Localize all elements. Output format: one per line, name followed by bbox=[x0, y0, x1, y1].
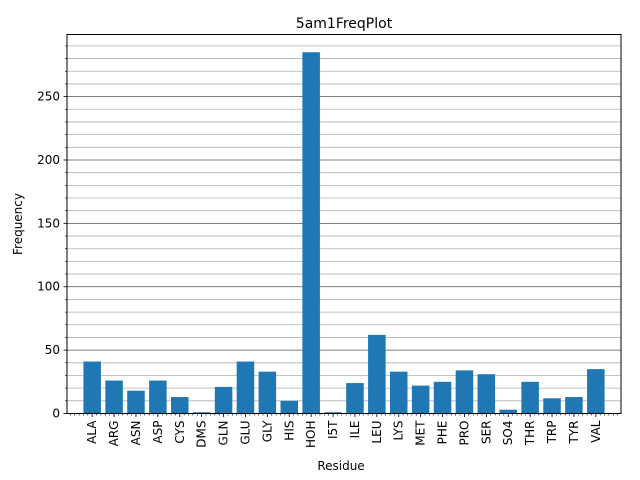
bar-so4 bbox=[499, 409, 517, 414]
grid-lines bbox=[67, 45, 621, 402]
x-tick-label-ile: ILE bbox=[348, 421, 362, 439]
bar-i5t bbox=[324, 412, 342, 414]
x-tick-label-pro: PRO bbox=[457, 421, 471, 446]
bar-met bbox=[411, 385, 430, 414]
bar-asp bbox=[149, 380, 167, 414]
x-tick-label-his: HIS bbox=[282, 421, 296, 441]
bar-gln bbox=[214, 386, 233, 414]
y-tick-label: 50 bbox=[45, 343, 60, 357]
x-tick-label-trp: TRP bbox=[545, 421, 559, 445]
bar-dms bbox=[192, 412, 211, 414]
x-tick-label-val: VAL bbox=[589, 420, 603, 443]
bar-glu bbox=[236, 361, 255, 414]
x-tick-label-ser: SER bbox=[479, 421, 493, 445]
bar-tyr bbox=[565, 397, 583, 414]
bar-leu bbox=[368, 334, 386, 414]
x-tick-label-gly: GLY bbox=[260, 420, 274, 442]
x-tick-label-cys: CYS bbox=[173, 421, 187, 444]
x-tick-label-leu: LEU bbox=[370, 421, 384, 444]
bar-gly bbox=[258, 371, 277, 414]
x-tick-label-arg: ARG bbox=[107, 421, 121, 447]
bar-val bbox=[587, 369, 605, 414]
y-axis-label: Frequency bbox=[11, 193, 25, 255]
y-tick-label: 250 bbox=[37, 90, 60, 104]
bar-his bbox=[280, 400, 299, 414]
y-axis-ticks: 0 50 100 150 200 250 bbox=[37, 45, 67, 421]
bars bbox=[83, 52, 605, 414]
bar-ser bbox=[477, 374, 496, 414]
bar-lys bbox=[389, 371, 408, 414]
bar-phe bbox=[433, 381, 452, 414]
bar-cys bbox=[171, 397, 189, 414]
x-tick-label-gln: GLN bbox=[217, 421, 231, 446]
x-tick-label-met: MET bbox=[414, 420, 428, 446]
x-tick-label-phe: PHE bbox=[436, 421, 450, 445]
bar-hoh bbox=[302, 52, 320, 414]
bar-arg bbox=[105, 380, 123, 414]
plot-frame bbox=[66, 34, 622, 414]
y-tick-label: 100 bbox=[37, 280, 60, 294]
x-axis-ticks: ALA ARG ASN ASP CYS DMS GLN GLU GLY HIS HOH I5T ILE L… bbox=[69, 413, 619, 449]
y-tick-label: 0 bbox=[52, 407, 60, 421]
bar-trp bbox=[543, 398, 561, 414]
x-tick-label-i5t: I5T bbox=[326, 420, 340, 439]
y-tick-label: 150 bbox=[37, 216, 60, 230]
chart-title: 5am1FreqPlot bbox=[296, 16, 393, 32]
bar-thr bbox=[521, 381, 539, 414]
bar-ile bbox=[346, 383, 364, 414]
x-tick-label-thr: THR bbox=[523, 421, 537, 447]
x-tick-label-asp: ASP bbox=[151, 421, 165, 444]
bar-ala bbox=[83, 361, 101, 414]
x-tick-label-so4: SO4 bbox=[501, 421, 515, 446]
x-tick-label-glu: GLU bbox=[238, 421, 252, 445]
x-tick-label-hoh: HOH bbox=[304, 421, 318, 449]
bar-asn bbox=[127, 390, 145, 414]
x-tick-label-ala: ALA bbox=[85, 420, 99, 444]
x-tick-label-asn: ASN bbox=[129, 421, 143, 446]
bar-pro bbox=[455, 370, 474, 414]
x-tick-label-tyr: TYR bbox=[567, 421, 581, 445]
x-axis-label: Residue bbox=[317, 459, 364, 473]
y-tick-label: 200 bbox=[37, 153, 60, 167]
x-tick-label-lys: LYS bbox=[392, 421, 406, 441]
x-tick-label-dms: DMS bbox=[195, 421, 209, 448]
